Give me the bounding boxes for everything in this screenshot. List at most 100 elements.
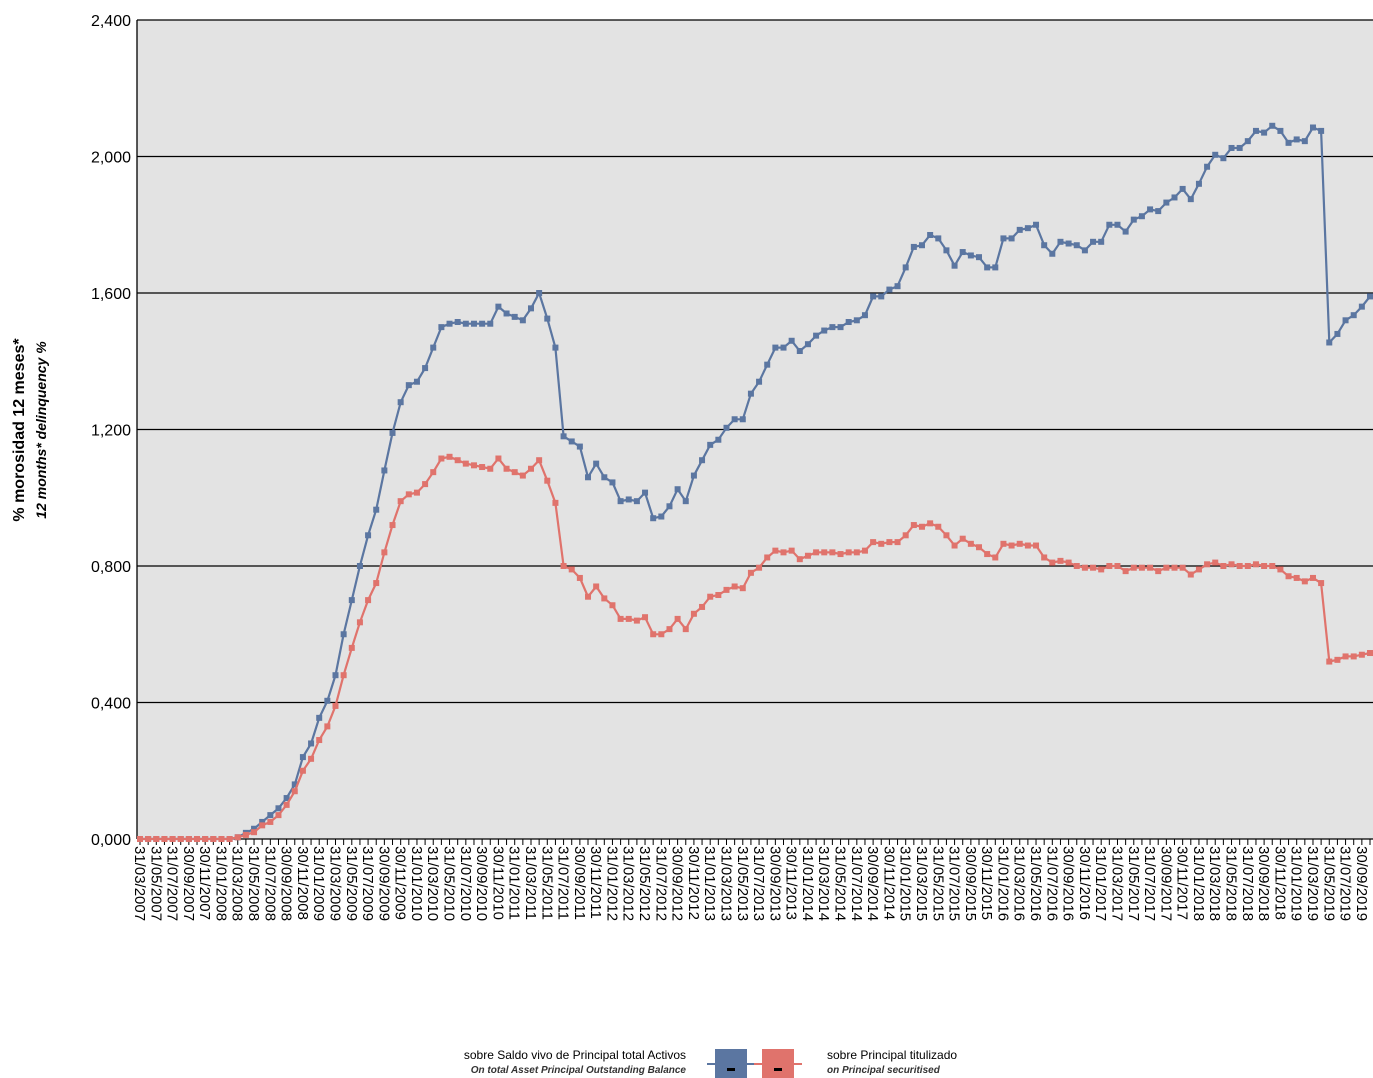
x-tick-label: 31/03/2017 — [1108, 846, 1125, 921]
legend-swatch — [762, 1049, 794, 1078]
x-tick-label: 31/07/2015 — [946, 846, 963, 921]
point-marker — [1350, 653, 1357, 660]
point-marker — [470, 320, 477, 327]
point-marker — [356, 563, 363, 569]
point-marker — [739, 585, 746, 592]
point-marker — [299, 754, 306, 761]
point-marker — [992, 264, 999, 271]
point-marker — [356, 619, 363, 626]
point-marker — [1155, 568, 1162, 575]
point-marker — [1195, 180, 1202, 187]
x-tick-label: 31/01/2014 — [799, 846, 816, 921]
point-marker — [283, 801, 290, 808]
point-marker — [813, 549, 820, 556]
point-marker — [1285, 139, 1292, 146]
x-tick-label: 31/05/2019 — [1320, 846, 1337, 921]
point-marker — [405, 382, 412, 389]
point-marker — [1212, 559, 1219, 566]
point-marker — [633, 498, 640, 505]
x-tick-label: 31/07/2007 — [164, 846, 181, 921]
x-tick-label: 31/05/2010 — [441, 846, 458, 921]
point-marker — [1342, 317, 1349, 324]
x-tick-label: 31/03/2016 — [1011, 846, 1028, 921]
point-marker — [1122, 228, 1129, 235]
point-marker — [1155, 208, 1162, 215]
point-marker — [1228, 144, 1235, 151]
point-marker — [1114, 221, 1121, 228]
point-marker — [1252, 127, 1259, 134]
point-marker — [438, 324, 445, 331]
point-marker — [1309, 124, 1316, 131]
point-marker — [747, 569, 754, 576]
point-marker — [927, 231, 934, 238]
point-marker — [756, 564, 763, 571]
point-marker — [1024, 225, 1031, 232]
point-marker — [878, 293, 885, 300]
point-marker — [389, 429, 396, 436]
point-marker — [715, 592, 722, 599]
point-marker — [422, 365, 429, 372]
y-tick-label: 2,400 — [91, 13, 131, 30]
point-marker — [487, 465, 494, 472]
point-marker — [992, 554, 999, 561]
point-marker — [1293, 574, 1300, 581]
point-marker — [959, 535, 966, 542]
point-marker — [1204, 163, 1211, 170]
point-marker — [185, 836, 192, 842]
point-marker — [910, 243, 917, 250]
point-marker — [935, 235, 942, 242]
x-tick-label: 31/03/2013 — [717, 846, 734, 921]
x-tick-label: 31/07/2017 — [1141, 846, 1158, 921]
x-tick-label: 30/09/2009 — [375, 846, 392, 921]
point-marker — [650, 631, 657, 638]
point-marker — [723, 424, 730, 431]
point-marker — [1187, 196, 1194, 203]
point-marker — [552, 499, 559, 506]
point-marker — [210, 836, 217, 842]
point-marker — [633, 617, 640, 624]
point-marker — [161, 836, 168, 842]
point-marker — [585, 593, 592, 600]
point-marker — [527, 305, 534, 312]
point-marker — [788, 337, 795, 344]
x-tick-label: 31/07/2019 — [1337, 846, 1354, 921]
point-marker — [1358, 303, 1365, 310]
point-marker — [470, 462, 477, 469]
point-marker — [1244, 138, 1251, 145]
point-marker — [1065, 240, 1072, 247]
point-marker — [756, 378, 763, 385]
x-tick-label: 30/11/2016 — [1076, 846, 1093, 920]
point-marker — [813, 332, 820, 339]
point-marker — [1073, 242, 1080, 249]
x-tick-label: 30/11/2015 — [978, 846, 995, 920]
point-marker — [984, 551, 991, 558]
x-tick-label: 31/01/2010 — [408, 846, 425, 921]
point-marker — [495, 455, 502, 462]
point-marker — [650, 515, 657, 522]
point-marker — [1277, 127, 1284, 134]
point-marker — [1187, 571, 1194, 578]
point-marker — [1016, 540, 1023, 547]
point-marker — [332, 672, 339, 679]
point-marker — [446, 453, 453, 460]
x-tick-label: 30/11/2013 — [783, 846, 800, 920]
point-marker — [519, 472, 526, 479]
point-marker — [1049, 559, 1056, 566]
x-tick-label: 31/01/2019 — [1288, 846, 1305, 921]
point-marker — [438, 455, 445, 462]
point-marker — [202, 836, 209, 842]
point-marker — [275, 812, 282, 819]
point-marker — [894, 539, 901, 546]
x-tick-label: 31/01/2012 — [603, 846, 620, 921]
point-marker — [601, 595, 608, 602]
legend-swatch — [715, 1049, 747, 1078]
x-tick-label: 31/01/2016 — [994, 846, 1011, 921]
point-marker — [699, 457, 706, 464]
point-marker — [870, 293, 877, 300]
point-marker — [951, 262, 958, 269]
point-marker — [1228, 561, 1235, 568]
point-marker — [495, 303, 502, 310]
point-marker — [299, 767, 306, 774]
point-marker — [536, 457, 543, 464]
